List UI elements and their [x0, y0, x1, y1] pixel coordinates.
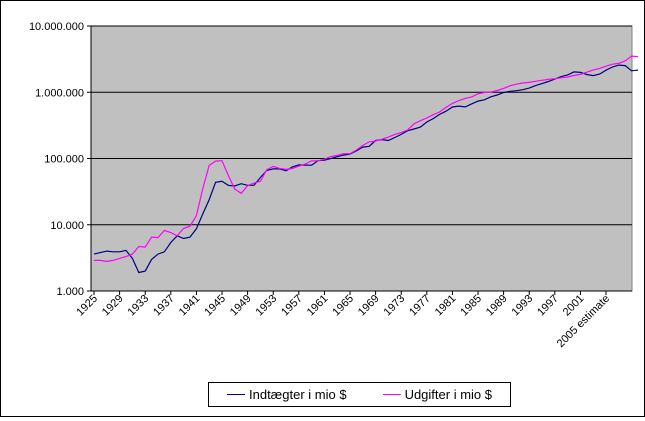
x-tick-label: 1929 [100, 293, 126, 319]
x-tick-label: 1933 [126, 293, 152, 319]
x-tick-label: 1941 [177, 293, 203, 319]
gridlines [91, 25, 632, 226]
x-tick-label: 1957 [279, 293, 305, 319]
x-tick-label: 1977 [407, 293, 433, 319]
x-tick-label: 1989 [484, 293, 510, 319]
legend-label-revenue: Indtægter i mio $ [249, 387, 347, 402]
x-tick-label: 1973 [382, 293, 408, 319]
x-tick-label: 1965 [330, 293, 356, 319]
x-tick-label: 1961 [305, 293, 331, 319]
y-tick-label: 1.000.000 [35, 87, 84, 99]
series-lines [93, 55, 639, 274]
legend-swatch-revenue [227, 394, 245, 395]
y-tick-label: 10.000.000 [29, 21, 84, 33]
legend-label-expenses: Udgifter i mio $ [404, 387, 492, 402]
x-tick-label: 1953 [254, 293, 280, 319]
x-tick-label: 1981 [433, 293, 459, 319]
x-tick-label: 1949 [228, 293, 254, 319]
legend: Indtægter i mio $ Udgifter i mio $ [208, 382, 511, 407]
y-tick-label: 1.000 [56, 286, 84, 298]
x-tick-label: 1969 [356, 293, 382, 319]
x-tick-label: 1985 [458, 293, 484, 319]
series-line-revenue [93, 64, 639, 274]
y-tick-label: 100.000 [44, 154, 84, 166]
x-tick-label: 1997 [535, 293, 561, 319]
x-tick-label: 1937 [151, 293, 177, 319]
legend-item-expenses: Udgifter i mio $ [382, 387, 492, 402]
x-tick-label: 1945 [202, 293, 228, 319]
x-tick-label: 1993 [510, 293, 536, 319]
legend-item-revenue: Indtægter i mio $ [227, 387, 347, 402]
legend-swatch-expenses [382, 394, 401, 395]
series-line-expenses [94, 55, 639, 263]
y-tick-label: 10.000 [50, 220, 84, 232]
